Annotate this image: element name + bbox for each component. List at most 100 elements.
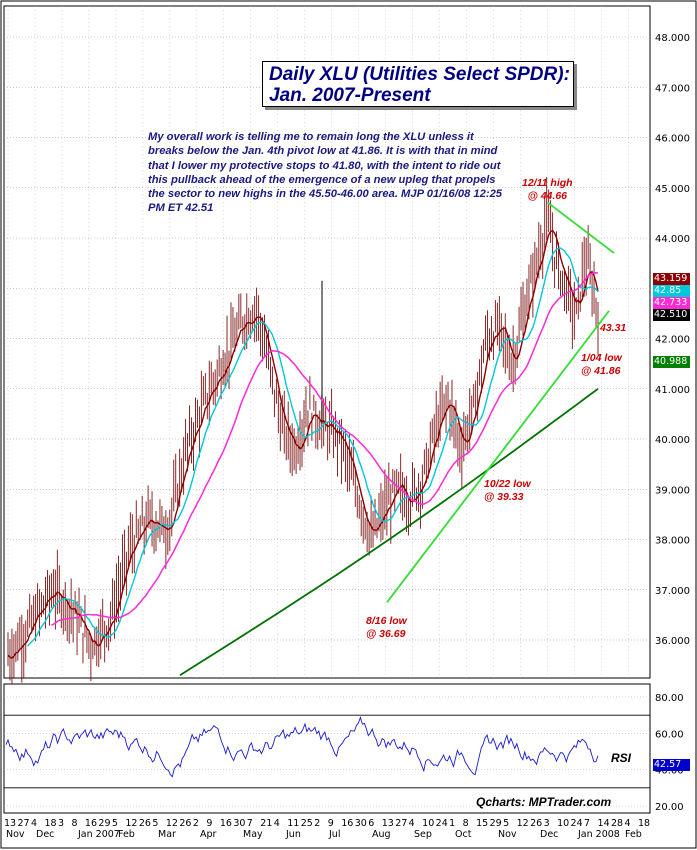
x-tick-label: 27 [395, 818, 407, 829]
uptrend-line [386, 310, 610, 603]
chart-title: Daily XLU (Utilities Select SPDR): Jan. … [262, 61, 574, 107]
price-panel-frame [3, 5, 651, 679]
x-tick-label: 10 [557, 818, 569, 829]
x-tick-label: 5 [152, 818, 158, 829]
rsi-panel-frame [3, 683, 651, 814]
annotation-low-0816-line1: 8/16 low [366, 615, 407, 627]
month-label: Jul [328, 829, 340, 840]
y-tick-label: 37.000 [655, 586, 690, 597]
annotation-high-1211: 12/11 high @ 44.66 [522, 177, 573, 203]
month-label: Aug [372, 829, 391, 840]
price-grid: 48.00047.00046.00045.00044.00043.00042.0… [4, 33, 690, 647]
x-tick-label: 13 [4, 818, 16, 829]
y-tick-label: 44.000 [655, 234, 690, 245]
annotation-level-4331: 43.31 [600, 322, 626, 335]
x-tick-label: 12 [517, 818, 529, 829]
annotation-high-1211-line2: @ 44.66 [527, 190, 567, 202]
rsi-tick-label: 80.00 [655, 693, 684, 704]
x-tick-label: 12 [166, 818, 178, 829]
price-tag: 42.733 [653, 297, 690, 309]
x-tick-label: 2 [314, 818, 320, 829]
x-tick-label: 4 [625, 818, 631, 829]
month-label: Dec [36, 829, 54, 840]
price-tag: 42.510 [653, 309, 690, 321]
y-tick-label: 39.000 [655, 485, 690, 496]
y-tick-label: 38.000 [655, 536, 690, 547]
y-tick-label: 36.000 [655, 636, 690, 647]
x-tick-label: 2 [193, 818, 199, 829]
month-label: Sep [414, 829, 432, 840]
y-tick-label: 41.000 [655, 385, 690, 396]
price-tag: 43.159 [653, 273, 690, 285]
x-tick-label: 26 [530, 818, 542, 829]
rsi-tick-label: 20.00 [655, 802, 684, 813]
vertical-grid [7, 6, 629, 678]
y-tick-label: 47.000 [655, 83, 690, 94]
y-tick-label: 45.000 [655, 184, 690, 195]
rsi-panel: 80.00 60.00 40.00 20.00 [4, 693, 684, 813]
annotation-low-0816: 8/16 low @ 36.69 [366, 615, 407, 641]
ma-short-line [7, 229, 599, 660]
x-tick-label: 9 [206, 818, 212, 829]
annotation-low-1022-line2: @ 39.33 [484, 491, 524, 503]
month-label: Jan 2008 [577, 829, 620, 840]
x-tick-label: 21 [260, 818, 272, 829]
ma-long-line [51, 271, 599, 626]
x-tick-label: 6 [368, 818, 374, 829]
month-label: Dec [540, 829, 558, 840]
date-axis: 13 27 4 18 3 8 16 29 5 12 26 5 12 26 2 9 16 30 7 21 4 11 25 2 9 1… [4, 818, 650, 840]
month-label: Mar [158, 829, 176, 840]
rsi-label: RSI [611, 751, 632, 765]
x-tick-label: 15 [476, 818, 488, 829]
month-label: Jan 2007 [77, 829, 120, 840]
x-tick-label: 30 [355, 818, 367, 829]
rsi-tick-label: 60.00 [655, 729, 684, 740]
x-tick-label: 8 [71, 818, 77, 829]
annotation-low-0104-line1: 1/04 low [581, 352, 622, 364]
rsi-tick-label: 40.00 [655, 766, 684, 777]
month-label: Apr [200, 829, 217, 840]
x-tick-label: 3 [58, 818, 64, 829]
y-tick-label: 48.000 [655, 33, 690, 44]
x-tick-label: 12 [125, 818, 137, 829]
annotation-low-0816-line2: @ 36.69 [366, 628, 406, 640]
x-tick-label: 1 [449, 818, 455, 829]
ma-200-line [179, 388, 599, 676]
price-tag: 40.988 [653, 356, 690, 368]
x-tick-label: 16 [220, 818, 232, 829]
x-tick-label: 16 [341, 818, 353, 829]
x-tick-label: 5 [503, 818, 509, 829]
downtrend-line [547, 202, 615, 254]
x-tick-label: 30 [233, 818, 245, 829]
x-tick-label: 7 [247, 818, 253, 829]
y-tick-label: 42.000 [655, 335, 690, 346]
x-tick-label: 7 [584, 818, 590, 829]
x-tick-label: 28 [611, 818, 623, 829]
y-tick-label: 40.000 [655, 435, 690, 446]
ma-mid-line [27, 247, 599, 647]
x-tick-label: 10 [422, 818, 434, 829]
x-tick-label: 29 [490, 818, 502, 829]
chart-title-line1: Daily XLU (Utilities Select SPDR): [269, 64, 570, 85]
x-tick-label: 26 [179, 818, 191, 829]
month-label: Oct [455, 829, 472, 840]
x-tick-label: 3 [544, 818, 550, 829]
rsi-line [5, 716, 599, 778]
annotation-low-0104: 1/04 low @ 41.86 [581, 352, 622, 378]
month-label: Nov [498, 829, 517, 840]
rsi-current-tag: 42.57 [653, 758, 690, 771]
x-tick-label: 27 [17, 818, 29, 829]
month-label: Jun [285, 829, 301, 840]
x-tick-label: 29 [98, 818, 110, 829]
chart-credit: Qcharts: MPTrader.com [476, 795, 612, 809]
annotation-low-1022: 10/22 low @ 39.33 [484, 478, 531, 504]
x-tick-label: 18 [44, 818, 56, 829]
month-label: Feb [118, 829, 135, 840]
y-tick-label: 46.000 [655, 134, 690, 145]
month-label: Nov [6, 829, 25, 840]
x-tick-label: 25 [301, 818, 313, 829]
x-tick-label: 16 [85, 818, 97, 829]
x-tick-label: 8 [463, 818, 469, 829]
